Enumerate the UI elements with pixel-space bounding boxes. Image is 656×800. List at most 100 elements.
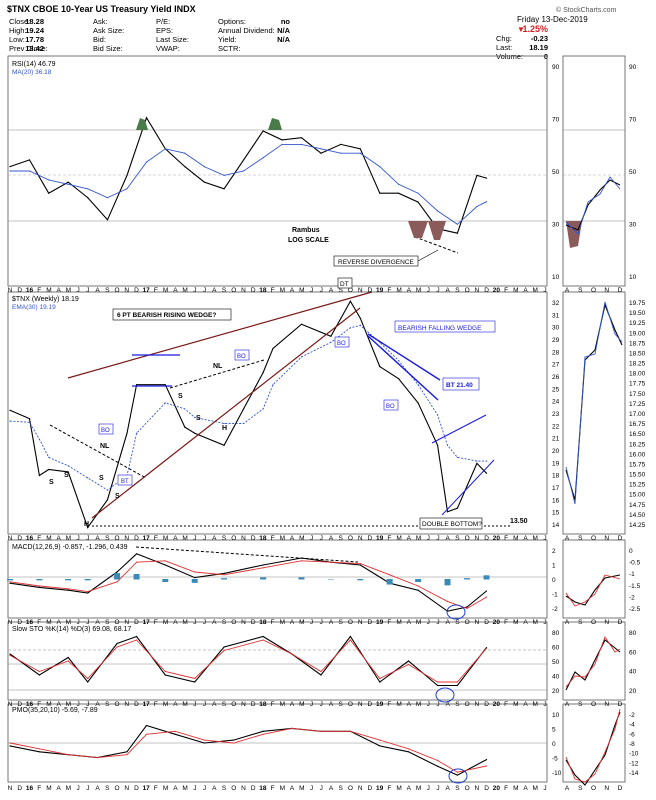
x-axis-label: O xyxy=(231,535,236,542)
point-3-0 xyxy=(116,642,118,645)
point-4-0 xyxy=(145,724,148,727)
x-axis-label: A xyxy=(290,535,295,542)
x-axis-label: A xyxy=(212,287,217,294)
point-0-1 xyxy=(145,161,148,163)
macd-s-side-tick: -2 xyxy=(629,594,635,601)
point-0-0 xyxy=(106,219,109,221)
x-axis-label: M xyxy=(280,619,285,626)
series-1-0 xyxy=(9,300,487,529)
price-side-frame xyxy=(562,291,626,535)
x-axis-label: A xyxy=(446,287,451,294)
point-1-0 xyxy=(485,472,488,474)
x-axis-label: A xyxy=(95,785,100,792)
x-axis-label: A xyxy=(446,535,451,542)
price-s-side-tick: 16.25 xyxy=(629,441,646,448)
x-axis-label: N xyxy=(124,535,129,542)
sto-tick: 20 xyxy=(552,688,560,695)
x-axis-label: F xyxy=(37,701,41,708)
price-s-side-tick: 14.75 xyxy=(629,502,646,509)
point-1-0 xyxy=(38,474,41,477)
x-axis-label: F xyxy=(387,287,391,294)
x-axis-label: 19 xyxy=(376,287,384,294)
x-axis-label: J xyxy=(203,785,206,792)
x-axis-label: D xyxy=(17,535,22,542)
side-x-axis-label: S xyxy=(578,701,583,708)
x-axis-label: N xyxy=(358,701,363,708)
bo-box-1 xyxy=(98,423,114,435)
x-axis-label: A xyxy=(329,701,334,708)
point-1-1 xyxy=(398,359,400,362)
x-axis-label: A xyxy=(173,785,178,792)
point-3-1 xyxy=(136,639,138,641)
x-axis-label: A xyxy=(523,287,528,294)
point-0-1 xyxy=(106,197,109,199)
x-axis-label: M xyxy=(280,785,285,792)
price-s-side-tick: 16.00 xyxy=(629,451,646,458)
point-3-0 xyxy=(262,635,264,638)
macd-histogram-bar xyxy=(483,575,490,580)
price-tick: 32 xyxy=(552,300,560,307)
x-axis-label: S xyxy=(105,535,110,542)
point-1-1 xyxy=(272,384,274,386)
x-axis-label: O xyxy=(231,785,236,792)
point-3-0 xyxy=(223,646,225,648)
point-2-0 xyxy=(359,564,361,566)
quote-label: Ask: xyxy=(93,17,108,26)
bt-box xyxy=(442,377,480,391)
quote-label: SCTR: xyxy=(218,44,241,53)
point-2-1 xyxy=(446,600,449,603)
x-axis-label: A xyxy=(173,287,178,294)
point-1-1 xyxy=(87,477,89,479)
side-x-axis-label: S xyxy=(578,785,583,792)
x-axis-label: S xyxy=(339,287,344,294)
price-tick: 24 xyxy=(552,399,560,406)
point-2-1 xyxy=(262,567,264,569)
macd-histogram-bar xyxy=(357,579,364,581)
sto-tick: 60 xyxy=(552,645,560,652)
x-axis-label: J xyxy=(76,619,79,626)
x-axis-label: A xyxy=(290,785,295,792)
x-axis-label: 19 xyxy=(376,535,384,542)
point-2-0 xyxy=(87,592,89,594)
pmo-side-frame xyxy=(562,703,626,783)
x-axis-label: J xyxy=(86,619,89,626)
x-axis-label: M xyxy=(416,287,421,294)
x-axis-label: J xyxy=(320,535,323,542)
x-axis-label: 19 xyxy=(376,619,384,626)
side-x-axis-label: O xyxy=(591,785,596,792)
point-2-1 xyxy=(116,581,118,583)
x-axis-label: F xyxy=(504,535,508,542)
x-axis-label: M xyxy=(533,287,538,294)
x-axis-label: J xyxy=(310,619,313,626)
rsi-s-side-tick: 90 xyxy=(629,64,637,71)
price-s-side-tick: 17.25 xyxy=(629,401,646,408)
macd-histogram-bar xyxy=(65,579,72,581)
point-1-1 xyxy=(485,460,488,462)
highlight-circle-0 xyxy=(446,604,466,620)
side-x-axis-label: N xyxy=(604,619,609,626)
bt-label: BT 21.40 xyxy=(446,382,473,389)
x-axis-label: J xyxy=(543,619,546,626)
x-axis-label: M xyxy=(66,287,71,294)
side-signal-0 xyxy=(565,176,621,235)
x-axis-label: A xyxy=(95,287,100,294)
x-axis-label: F xyxy=(271,701,275,708)
level-1350-label: 13.50 xyxy=(510,518,528,525)
x-axis-label: M xyxy=(163,785,168,792)
falling-wedge-bottom xyxy=(367,335,439,401)
x-axis-label: N xyxy=(8,287,13,294)
x-axis-label: J xyxy=(310,287,313,294)
price-frame xyxy=(7,291,548,535)
x-axis-label: A xyxy=(290,287,295,294)
rsi-frame xyxy=(7,55,548,287)
x-axis-label: N xyxy=(475,701,480,708)
quote-options: Options: no Annual Dividend: N/A Yield: N/A SC… xyxy=(218,17,291,53)
price-tick: 17 xyxy=(552,485,560,492)
macd-histogram-bar xyxy=(415,579,422,583)
point-4-1 xyxy=(379,739,381,741)
point-4-1 xyxy=(485,765,488,767)
macd-histogram-bar xyxy=(298,577,305,580)
price-tick: 27 xyxy=(552,362,560,369)
rsi-s-side-tick: 10 xyxy=(629,274,637,281)
